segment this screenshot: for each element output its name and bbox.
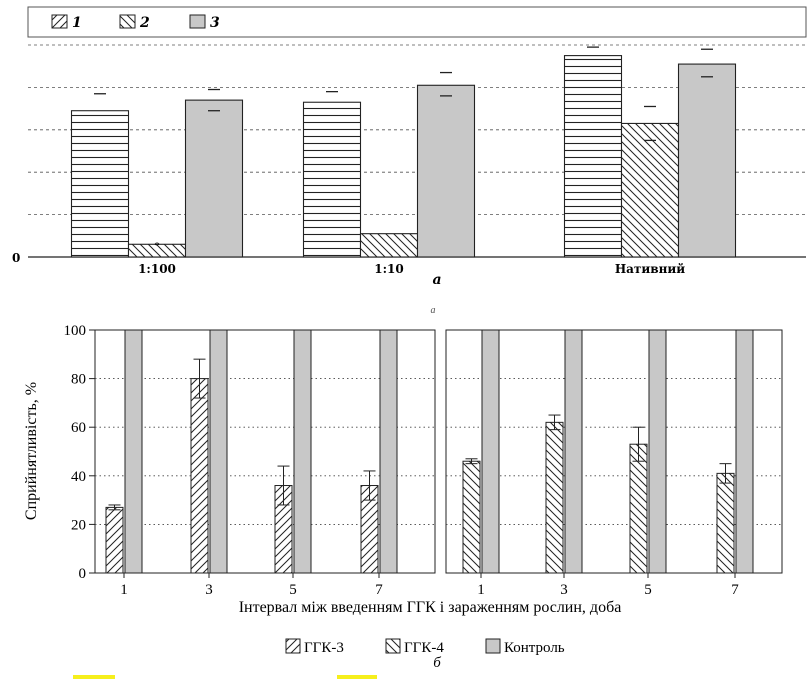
- highlight-mark-right: [337, 675, 377, 679]
- chart-b-y-tick-label: 20: [71, 517, 86, 533]
- chart-b-bar-control-7: [735, 329, 754, 574]
- chart-a-bar-1-2: [563, 55, 623, 258]
- chart-b-bar-control-1: [481, 329, 500, 574]
- chart-b-legend-swatch: [285, 638, 301, 654]
- chart-b-x-tick-label: 7: [731, 582, 739, 598]
- chart-b-legend-swatch: [385, 638, 401, 654]
- chart-a-legend-swatch: [119, 14, 136, 29]
- chart-a-legend: 1 2 3: [51, 14, 220, 31]
- chart-a-x-labels: 1:100 1:10 Нативний: [138, 262, 685, 276]
- chart-a-bar-2-2: [620, 122, 680, 258]
- chart-a-bar-1-0: [70, 110, 130, 258]
- chart-b-bar-control-5: [293, 329, 312, 574]
- chart-a-bar-3-2: [677, 63, 737, 258]
- chart-b-y-ticks: 0 20 40 60 80 100: [64, 323, 95, 582]
- chart-b-bar-ГГК-4-7: [716, 472, 735, 574]
- chart-b-left-panel-frame: [94, 329, 436, 574]
- chart-b-legend-label: ГГК-4: [404, 640, 444, 656]
- chart-b-x-tick-label: 1: [477, 582, 485, 598]
- chart-a-bar-3-1: [416, 84, 476, 258]
- chart-b-legend-label: Контроль: [504, 640, 565, 656]
- chart-b-bar-ГГК-3-1: [105, 506, 124, 574]
- chart-a-x-label: 1:100: [138, 262, 176, 276]
- chart-a-legend-label: 3: [210, 15, 220, 31]
- chart-b-x-tick-label: 5: [644, 582, 652, 598]
- chart-b-bars: [105, 329, 754, 574]
- chart-a-bar-2-1: [359, 233, 419, 258]
- chart-a-bar-1-1: [302, 101, 362, 258]
- chart-a-legend-label: 2: [139, 15, 150, 31]
- highlight-mark-left: [73, 675, 115, 679]
- chart-a-legend-swatch: [51, 14, 68, 29]
- chart-b-bar-control-3: [564, 329, 583, 574]
- chart-b-bar-ГГК-4-1: [462, 460, 481, 574]
- chart-a-stray-label: a: [431, 305, 436, 316]
- chart-b-legend-swatch: [485, 638, 501, 654]
- chart-a-panel-label: а: [432, 272, 441, 288]
- chart-b: 0 20 40 60 80 100 1 3 5 7 1 3 5 7 Сприйнятливість, %…: [23, 323, 783, 671]
- chart-b-x-labels: 1 3 5 7 1 3 5 7: [120, 573, 739, 598]
- chart-a-bars: *: [70, 46, 737, 258]
- chart-a: 1 2 3 0 * 1:100 1:10 Нативний а a: [12, 6, 807, 316]
- chart-b-y-tick-label: 0: [79, 566, 87, 582]
- chart-a-x-label: Нативний: [615, 262, 685, 276]
- chart-b-bar-ГГК-4-5: [629, 443, 648, 574]
- chart-b-y-tick-label: 40: [71, 469, 86, 485]
- chart-b-x-tick-label: 1: [120, 582, 128, 598]
- chart-b-x-tick-label: 7: [375, 582, 383, 598]
- chart-b-y-axis-label: Сприйнятливість, %: [23, 382, 40, 520]
- chart-b-x-tick-label: 3: [560, 582, 568, 598]
- chart-b-bar-control-3: [209, 329, 228, 574]
- chart-b-right-panel-frame: [445, 329, 783, 574]
- chart-b-x-axis-label: Інтервал між введенням ГГК і зараженням …: [239, 599, 622, 616]
- chart-a-legend-swatch: [189, 14, 206, 29]
- chart-b-y-tick-label: 80: [71, 372, 86, 388]
- chart-b-legend: ГГК-3 ГГК-4 Контроль: [285, 638, 565, 656]
- chart-b-bar-ГГК-3-3: [190, 378, 209, 574]
- chart-b-bar-ГГК-4-3: [545, 421, 564, 574]
- chart-b-bar-control-7: [379, 329, 398, 574]
- chart-b-panel-label: б: [433, 655, 441, 671]
- chart-b-y-tick-label: 60: [71, 420, 86, 436]
- chart-a-marker: *: [154, 240, 160, 252]
- chart-a-bar-3-0: [184, 99, 244, 258]
- chart-b-bar-control-5: [648, 329, 667, 574]
- chart-b-x-tick-label: 5: [289, 582, 297, 598]
- chart-b-legend-label: ГГК-3: [304, 640, 344, 656]
- chart-a-legend-label: 1: [72, 15, 82, 31]
- chart-a-x-label: 1:10: [374, 262, 403, 276]
- chart-b-x-tick-label: 3: [205, 582, 213, 598]
- chart-a-zero-label: 0: [12, 251, 20, 265]
- chart-a-header-frame: [27, 6, 807, 38]
- chart-b-y-tick-label: 100: [64, 323, 87, 339]
- chart-b-bar-control-1: [124, 329, 143, 574]
